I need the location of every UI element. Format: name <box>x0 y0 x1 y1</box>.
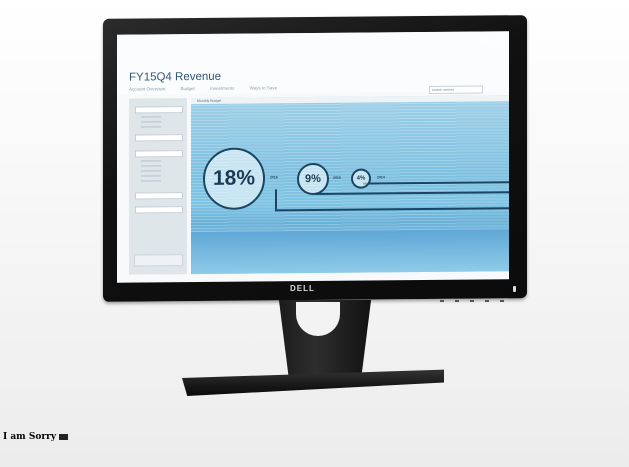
monitor-buttons <box>440 289 515 307</box>
sidebar-line <box>141 170 161 172</box>
cable-hole <box>296 302 340 336</box>
flag-icon <box>59 433 69 440</box>
sidebar-line <box>141 121 161 123</box>
sidebar-line <box>141 165 161 167</box>
search-input: search entries <box>429 85 483 94</box>
app-title: FY15Q4 Revenue <box>129 70 222 84</box>
sidebar-group <box>135 106 183 114</box>
caption-label: I am Sorry <box>3 432 57 442</box>
connector-line <box>363 181 509 185</box>
connector-line <box>275 207 509 211</box>
connector-line <box>315 191 509 195</box>
sidebar-line <box>141 160 161 162</box>
metric-circle-small: 4% <box>351 168 371 189</box>
caption-text: I am Sorry <box>3 432 69 442</box>
dell-logo: DELL <box>290 284 315 293</box>
budget-panel: Monthly Budget 18% 2016 9% 2015 4% 2014 <box>191 95 509 275</box>
tab-budget: Budget <box>180 86 195 92</box>
tab-ways-to-save: Ways to Save <box>249 85 278 91</box>
connector-line <box>275 189 277 210</box>
metric-year: 2014 <box>377 175 385 180</box>
metric-year: 2015 <box>333 175 341 180</box>
monitor-screen: ⚙ – ✕ FY15Q4 Revenue Account Overview Bu… <box>117 31 509 283</box>
sidebar-line <box>141 116 161 118</box>
sidebar-group <box>135 192 183 200</box>
metric-circle-medium: 9% <box>297 162 329 196</box>
sidebar-group <box>135 134 183 142</box>
sidebar-line <box>141 175 161 177</box>
sidebar-line <box>141 126 161 128</box>
metric-circle-large: 18% <box>203 147 265 210</box>
panel-header: Monthly Budget <box>191 95 509 105</box>
tab-account-overview: Account Overview <box>129 86 166 92</box>
window-controls-icon: ⚙ – ✕ <box>480 36 503 46</box>
sidebar-footer <box>134 254 183 267</box>
sidebar-line <box>141 180 161 182</box>
tab-investments: Investments <box>210 85 235 91</box>
sidebar-group <box>135 150 183 158</box>
app-sidebar <box>129 98 187 275</box>
metric-year: 2016 <box>270 175 278 180</box>
power-icon <box>513 286 516 292</box>
panel-floor <box>191 229 509 275</box>
sidebar-group <box>135 206 183 214</box>
